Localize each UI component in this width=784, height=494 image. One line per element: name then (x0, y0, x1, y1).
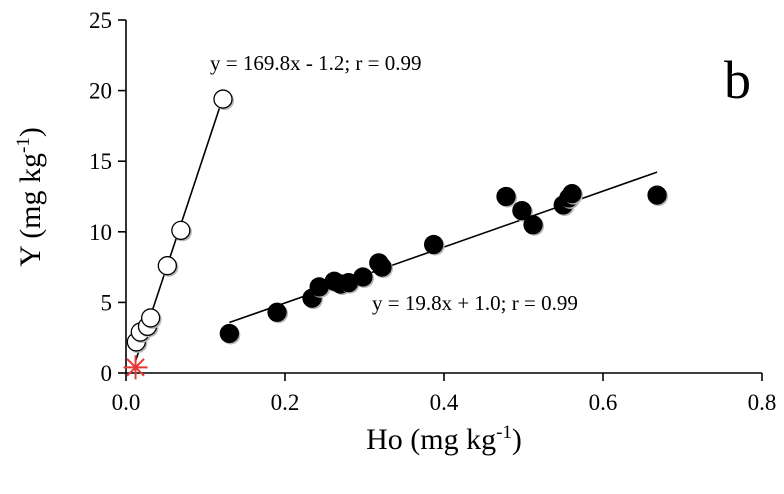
filled-data-point (424, 234, 444, 255)
equation-open-series: y = 169.8x - 1.2; r = 0.99 (210, 51, 422, 75)
filled-data-point (496, 186, 516, 207)
filled-data-point (647, 185, 667, 205)
equation-filled-series: y = 19.8x + 1.0; r = 0.99 (372, 291, 578, 315)
open-data-point (140, 308, 161, 328)
filled-data-point (353, 267, 373, 287)
panel-label: b (724, 50, 751, 110)
filled-data-point (512, 200, 532, 221)
chart-labels: y = 169.8x - 1.2; r = 0.99 y = 19.8x + 1… (13, 50, 751, 456)
asterisk-point (123, 355, 148, 380)
y-tick-label: 10 (89, 220, 112, 245)
filled-data-point (219, 323, 240, 344)
axes: 0.0 0.2 0.4 0.6 0.8 0 5 10 15 20 25 (89, 8, 776, 415)
y-axis-title: Y (mg kg-1) (13, 127, 47, 267)
x-tick-label: 0.8 (748, 390, 777, 415)
y-tick-label: 25 (89, 8, 112, 33)
x-tick-label: 0.2 (271, 390, 300, 415)
open-data-point (157, 256, 177, 276)
data-points (123, 89, 669, 380)
x-tick-label: 0.4 (430, 390, 459, 415)
y-tick-label: 0 (101, 361, 113, 386)
y-tick-label: 20 (89, 79, 112, 104)
open-data-point (213, 89, 233, 109)
filled-data-point (562, 184, 582, 204)
y-tick-label: 15 (89, 149, 112, 174)
y-tick-label: 5 (101, 290, 113, 315)
open-data-point (171, 220, 191, 241)
x-axis-title: Ho (mg kg-1) (366, 422, 522, 456)
filled-data-point (267, 302, 287, 322)
filled-data-point (372, 257, 392, 277)
fit-lines (134, 101, 658, 362)
filled-data-point (523, 215, 543, 235)
x-tick-label: 0.0 (112, 390, 141, 415)
x-tick-label: 0.6 (589, 390, 618, 415)
